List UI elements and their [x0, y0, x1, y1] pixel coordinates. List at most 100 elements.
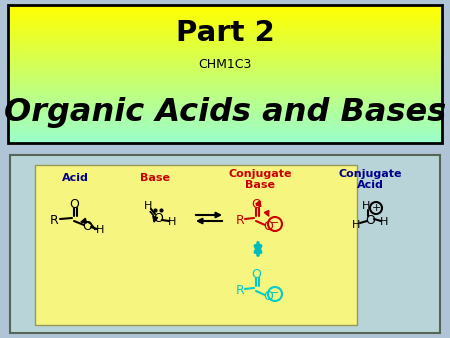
Bar	[8, 55, 442, 57]
Bar	[8, 21, 442, 23]
Bar	[8, 98, 442, 100]
Bar	[8, 96, 442, 97]
Bar	[8, 29, 442, 31]
Bar	[8, 48, 442, 49]
Text: CHM1C3: CHM1C3	[198, 58, 252, 72]
Bar	[8, 99, 442, 101]
Text: O: O	[153, 212, 163, 224]
Bar	[8, 104, 442, 105]
Bar	[8, 84, 442, 86]
Bar	[8, 127, 442, 128]
Bar	[8, 136, 442, 138]
Text: +: +	[371, 203, 381, 213]
Bar	[8, 38, 442, 40]
Bar	[8, 22, 442, 24]
Bar	[8, 106, 442, 108]
Bar	[8, 73, 442, 74]
Text: H: H	[362, 201, 370, 211]
Bar	[8, 134, 442, 136]
Text: O: O	[251, 197, 261, 211]
Bar	[8, 51, 442, 53]
Text: H: H	[380, 217, 388, 227]
Bar	[8, 32, 442, 34]
Text: O: O	[82, 219, 92, 233]
Text: O: O	[251, 267, 261, 281]
Bar	[8, 40, 442, 41]
Text: Base: Base	[245, 180, 275, 190]
Bar	[8, 44, 442, 46]
Bar	[8, 28, 442, 30]
Bar	[8, 140, 442, 141]
Bar	[8, 65, 442, 67]
Bar	[8, 115, 442, 117]
Bar	[8, 110, 442, 111]
Bar	[8, 142, 442, 144]
Bar	[8, 87, 442, 88]
Bar	[8, 66, 442, 68]
Bar	[8, 19, 442, 21]
Bar	[8, 92, 442, 94]
Bar	[8, 118, 442, 119]
Bar	[8, 68, 442, 70]
Bar	[8, 74, 442, 76]
Text: H: H	[96, 225, 104, 235]
Bar	[8, 52, 442, 54]
Bar	[8, 43, 442, 45]
Bar	[8, 81, 442, 82]
Bar	[8, 141, 442, 142]
Bar	[8, 50, 442, 51]
Bar	[8, 135, 442, 137]
Bar	[8, 46, 442, 48]
Bar	[8, 8, 442, 10]
Bar	[8, 126, 442, 127]
Bar	[8, 67, 442, 69]
Bar	[8, 105, 442, 107]
Bar	[8, 58, 442, 59]
Bar	[8, 129, 442, 131]
Bar	[8, 82, 442, 84]
Bar	[8, 37, 442, 39]
Text: −: −	[270, 288, 280, 298]
Bar	[8, 60, 442, 62]
Text: Base: Base	[140, 173, 170, 183]
Text: H: H	[144, 201, 152, 211]
Bar	[8, 90, 442, 92]
Bar	[8, 91, 442, 93]
Bar	[8, 131, 442, 133]
Text: −: −	[270, 218, 280, 228]
Bar	[35, 165, 357, 325]
Bar	[8, 27, 442, 28]
Text: H: H	[168, 217, 176, 227]
Bar	[8, 25, 442, 26]
Bar	[8, 7, 442, 9]
Bar	[8, 108, 442, 110]
Text: Conjugate: Conjugate	[228, 169, 292, 179]
Bar	[8, 63, 442, 64]
Bar	[8, 95, 442, 96]
Bar	[8, 5, 442, 7]
Bar	[8, 88, 442, 90]
Bar	[8, 9, 442, 11]
Bar	[8, 83, 442, 85]
Bar	[8, 59, 442, 61]
Bar	[8, 76, 442, 78]
Bar	[8, 121, 442, 123]
Text: H: H	[352, 220, 360, 230]
Bar	[8, 120, 442, 122]
Bar	[10, 155, 440, 333]
Text: Acid: Acid	[62, 173, 89, 183]
Text: O: O	[263, 290, 273, 303]
Bar	[8, 6, 442, 8]
Bar	[8, 77, 442, 79]
Bar	[8, 111, 442, 113]
Bar	[8, 89, 442, 91]
Bar	[8, 102, 442, 103]
Bar	[8, 15, 442, 17]
Text: Organic Acids and Bases: Organic Acids and Bases	[4, 97, 446, 127]
Bar	[8, 122, 442, 124]
Bar	[8, 114, 442, 116]
Bar	[8, 13, 442, 15]
Bar	[8, 72, 442, 73]
Bar	[8, 123, 442, 125]
Bar	[8, 20, 442, 22]
